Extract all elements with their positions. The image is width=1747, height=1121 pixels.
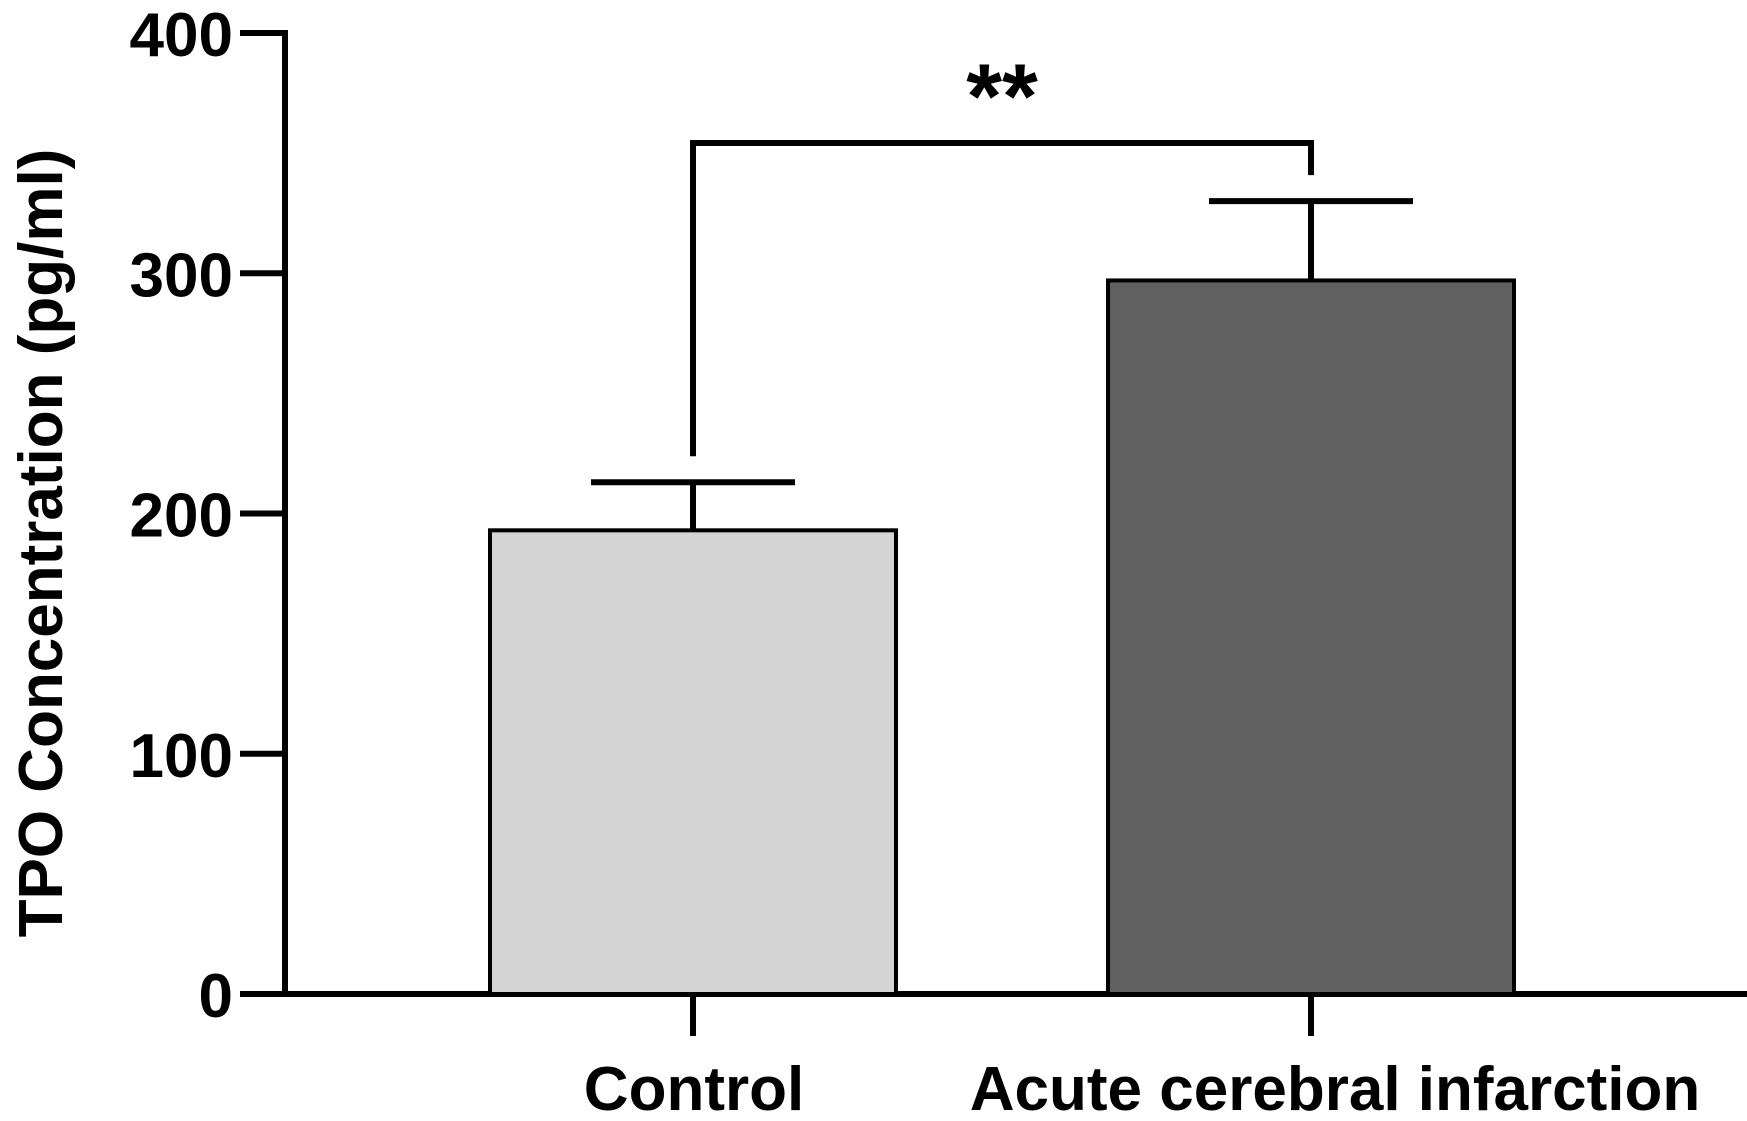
bar xyxy=(488,528,898,996)
y-tick-label: 300 xyxy=(130,241,233,310)
significance-label: ** xyxy=(966,46,1038,148)
y-tick-label: 100 xyxy=(130,722,233,791)
y-tick-label: 0 xyxy=(199,962,233,1031)
y-axis-label: TPO Concentration (pg/ml) xyxy=(7,149,76,938)
significance-bracket xyxy=(690,140,1314,457)
bar xyxy=(1106,278,1516,996)
y-tick-label: 200 xyxy=(130,482,233,551)
y-tick-label: 400 xyxy=(130,1,233,70)
x-tick-label: Control xyxy=(584,1055,804,1121)
x-tick-label: Acute cerebral infarction xyxy=(970,1055,1700,1121)
